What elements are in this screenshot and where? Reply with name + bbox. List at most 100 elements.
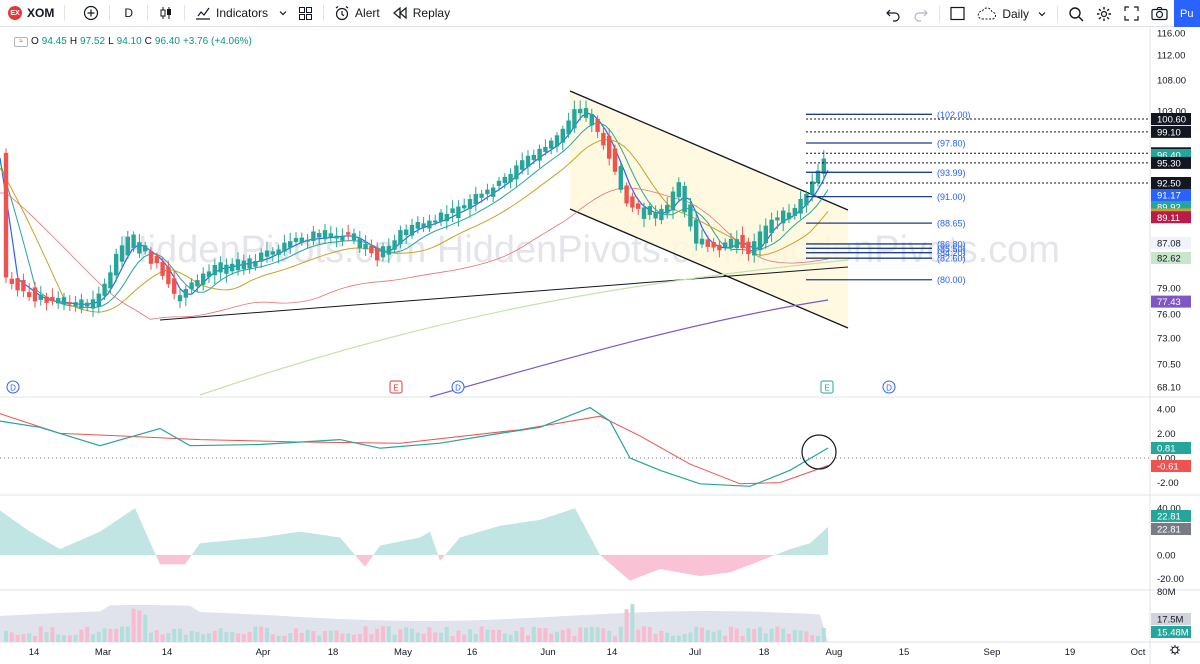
symbol-search-button[interactable]: EX XOM — [0, 0, 60, 27]
volume-bar — [676, 635, 681, 642]
undo-button[interactable] — [879, 0, 907, 27]
candle-body — [473, 194, 478, 204]
support-trendline — [159, 266, 849, 321]
price-badge-bg — [1151, 211, 1191, 224]
undo-icon — [886, 9, 900, 22]
replay-button[interactable]: Replay — [386, 0, 456, 27]
candle-body — [496, 180, 502, 186]
candle-body — [543, 146, 548, 152]
publish-button[interactable]: Pu — [1174, 0, 1200, 27]
volume-bar — [694, 626, 699, 642]
price-badge-bg — [1151, 252, 1191, 264]
gear-icon[interactable] — [1170, 645, 1180, 655]
event-label: E — [824, 384, 829, 393]
volume-bar — [775, 626, 780, 642]
candle-body — [554, 135, 560, 147]
volume-bar — [381, 626, 385, 642]
timeframe-selector[interactable]: Daily — [971, 0, 1053, 27]
time-axis-label: 16 — [467, 647, 478, 658]
price-badge: 96.40 — [1157, 151, 1181, 162]
candle-body — [537, 148, 542, 161]
candle-body — [293, 238, 299, 242]
macd-signal-badge: -0.61 — [1157, 462, 1179, 473]
candle-body — [711, 242, 716, 248]
oscillator-badge: 22.81 — [1157, 512, 1181, 523]
volume-bar — [323, 631, 327, 642]
volume-bar — [288, 633, 293, 642]
volume-bar — [154, 630, 159, 642]
candle-body — [433, 220, 438, 223]
volume-bar — [375, 628, 380, 642]
volume-bar — [85, 626, 90, 642]
indicators-dropdown[interactable] — [274, 0, 292, 27]
volume-bar — [149, 632, 153, 642]
low-value: 94.10 — [116, 36, 142, 47]
earnings-marker[interactable] — [820, 380, 834, 394]
compare-button[interactable] — [77, 0, 105, 27]
volume-bar — [253, 626, 258, 642]
volume-bar — [143, 614, 148, 642]
redo-button[interactable] — [907, 0, 935, 27]
candle-body — [670, 191, 676, 211]
chevron-down-icon — [279, 11, 287, 16]
volume-bar — [386, 626, 391, 642]
price-badge-bg — [1151, 125, 1191, 138]
indicators-button[interactable]: Indicators — [189, 0, 274, 27]
fullscreen-button[interactable] — [1118, 0, 1145, 27]
candle-body — [282, 242, 287, 252]
volume-bar — [50, 627, 55, 642]
candle-body — [717, 244, 722, 251]
volume-bar — [572, 635, 577, 642]
interval-button[interactable]: D — [124, 6, 134, 20]
volume-bar — [444, 626, 449, 642]
templates-icon — [299, 6, 313, 20]
earnings-marker[interactable] — [389, 380, 403, 394]
volume-bar — [160, 634, 165, 642]
snapshot-button[interactable] — [1145, 0, 1174, 27]
time-axis-label: 19 — [1065, 647, 1076, 658]
toolbar-right: Daily Pu — [879, 0, 1200, 27]
volume-bar — [195, 631, 200, 642]
volume-bar — [44, 631, 49, 642]
volume-bar — [439, 632, 443, 642]
camera-icon — [1151, 7, 1168, 21]
candle-body — [682, 186, 687, 213]
volume-bar — [543, 628, 548, 642]
price-axis-tick: 112.00 — [1157, 51, 1185, 62]
chart-canvas[interactable]: HiddenPivots.com HiddenPivots.com Hidden… — [0, 27, 1200, 664]
templates-button[interactable] — [292, 0, 319, 27]
event-label: D — [886, 384, 892, 393]
volume-bar — [27, 633, 32, 642]
time-axis-label: Aug — [826, 647, 843, 658]
volume-bar — [729, 626, 733, 642]
volume-bar — [334, 630, 339, 642]
candle-body — [781, 210, 786, 224]
change-value: +3.76 (+4.06%) — [182, 36, 252, 47]
volume-bar — [671, 635, 675, 642]
candle-body — [85, 302, 90, 307]
dividend-marker[interactable] — [882, 380, 896, 394]
volume-bar — [410, 628, 414, 642]
volume-bar — [502, 633, 507, 642]
legend-toggle-icon[interactable]: ≈ — [14, 36, 28, 47]
alert-button[interactable]: Alert — [328, 0, 386, 27]
candle-body — [520, 160, 525, 170]
volume-bar — [485, 629, 490, 642]
volume-bar — [369, 634, 374, 642]
dividend-marker[interactable] — [451, 380, 465, 394]
macd-signal-badge-bg — [1151, 460, 1191, 472]
low-label: L — [108, 36, 114, 47]
volume-bar — [114, 628, 119, 642]
volume-bar — [758, 627, 762, 642]
dividend-marker[interactable] — [6, 380, 20, 394]
price-badge: 77.43 — [1157, 297, 1181, 308]
event-label: D — [455, 384, 461, 393]
candle-body — [705, 239, 710, 247]
time-axis-label: 18 — [759, 647, 770, 658]
layout-button[interactable] — [944, 0, 971, 27]
search-button[interactable] — [1062, 0, 1090, 27]
fib-level-label: (82.60) — [937, 254, 966, 264]
candle-body — [659, 208, 664, 221]
chart-type-button[interactable] — [152, 0, 180, 27]
settings-button[interactable] — [1090, 0, 1118, 27]
